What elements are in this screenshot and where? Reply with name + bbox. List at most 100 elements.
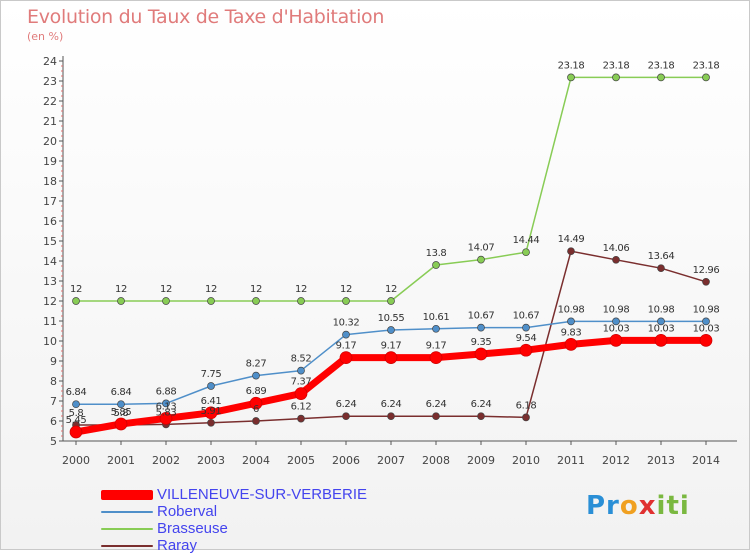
data-point — [519, 343, 533, 357]
data-point — [162, 399, 170, 408]
data-label: 9.54 — [516, 333, 537, 344]
chart-title: Evolution du Taux de Taxe d'Habitation — [27, 6, 385, 28]
data-point — [249, 396, 263, 410]
data-label: 12 — [295, 284, 307, 295]
data-label: 12 — [250, 284, 262, 295]
data-point — [477, 323, 485, 332]
data-label: 12.96 — [693, 265, 720, 276]
data-label: 6.88 — [156, 386, 177, 397]
data-point — [342, 297, 350, 305]
data-point — [207, 297, 215, 305]
y-tick-label: 18 — [43, 175, 57, 188]
y-tick-label: 12 — [43, 295, 57, 308]
data-point — [477, 255, 485, 264]
data-label: 14.44 — [513, 235, 540, 246]
y-tick-label: 16 — [43, 215, 57, 228]
data-point — [252, 371, 260, 380]
logo-part: Pr — [586, 491, 620, 521]
data-label: 10.03 — [693, 323, 720, 334]
data-label: 13.8 — [426, 248, 447, 259]
data-label: 10.03 — [603, 323, 630, 334]
data-label: 10.03 — [648, 323, 675, 334]
logo-part: iti — [656, 491, 690, 521]
data-label: 10.55 — [378, 313, 405, 324]
data-label: 9.17 — [426, 341, 447, 352]
proxiti-logo: Proxiti — [586, 491, 690, 521]
data-point — [432, 261, 440, 269]
data-point — [702, 317, 710, 326]
data-label: 6.13 — [156, 401, 177, 412]
data-point — [702, 73, 710, 82]
data-label: 10.61 — [423, 312, 450, 323]
data-label: 14.06 — [603, 243, 630, 254]
x-tick-label: 2010 — [512, 454, 540, 467]
y-tick-label: 20 — [43, 135, 57, 148]
data-point — [159, 412, 173, 425]
data-label: 12 — [340, 284, 352, 295]
legend-swatch — [101, 489, 153, 500]
data-point — [294, 387, 308, 400]
data-point — [432, 412, 440, 421]
data-point — [387, 326, 395, 334]
data-point — [297, 366, 305, 375]
y-tick-label: 7 — [50, 395, 57, 408]
chart-axes: 5 6 7 8 9 10 11 12 13 14 15 16 17 18 19 20 21 22 23 24 2000 2… — [43, 55, 737, 467]
data-label: 9.35 — [471, 337, 492, 348]
legend-label: Raray — [157, 537, 198, 554]
legend-swatch — [101, 510, 153, 513]
data-label: 12 — [160, 284, 172, 295]
data-label: 6.24 — [336, 399, 357, 410]
data-point — [207, 382, 215, 390]
y-tick-label: 17 — [43, 195, 57, 208]
y-tick-label: 5 — [50, 435, 57, 448]
data-point — [612, 255, 620, 264]
data-label: 6.24 — [471, 399, 492, 410]
x-tick-label: 2007 — [377, 454, 405, 467]
logo-part: x — [638, 491, 657, 521]
data-label: 10.98 — [603, 304, 630, 315]
data-point — [387, 297, 395, 305]
data-label: 10.98 — [693, 304, 720, 315]
legend-swatch — [101, 544, 153, 547]
x-tick-label: 2000 — [62, 454, 90, 467]
data-label: 10.98 — [648, 304, 675, 315]
legend-label: Brasseuse — [157, 520, 228, 537]
x-tick-label: 2012 — [602, 454, 630, 467]
data-label: 10.32 — [333, 318, 360, 329]
data-label: 13.64 — [648, 251, 675, 262]
data-point — [522, 413, 530, 422]
data-label: 5.83 — [156, 407, 177, 418]
data-label: 23.18 — [558, 60, 585, 71]
data-label: 5.85 — [111, 407, 132, 418]
data-point — [564, 338, 578, 351]
data-point — [69, 425, 83, 439]
data-point — [474, 347, 488, 361]
y-tick-label: 10 — [43, 335, 57, 348]
series-layer — [69, 73, 713, 439]
data-label: 5.8 — [114, 408, 129, 419]
data-label: 8.27 — [246, 359, 267, 370]
y-tick-label: 23 — [43, 75, 57, 88]
data-label: 5.8 — [69, 408, 84, 419]
legend-item: Raray — [101, 537, 367, 554]
data-point — [699, 334, 713, 347]
x-tick-label: 2014 — [692, 454, 720, 467]
data-label: 8.52 — [291, 354, 312, 365]
data-label: 23.18 — [693, 60, 720, 71]
data-label: 9.17 — [381, 341, 402, 352]
data-label: 6.89 — [246, 386, 267, 397]
y-tick-label: 15 — [43, 235, 57, 248]
data-point — [477, 412, 485, 421]
series-line — [75, 76, 707, 302]
data-point — [657, 73, 665, 82]
y-tick-label: 21 — [43, 115, 57, 128]
legend-item: Brasseuse — [101, 520, 367, 537]
y-tick-label: 11 — [43, 315, 57, 328]
x-tick-label: 2009 — [467, 454, 495, 467]
data-point — [342, 330, 350, 339]
legend-swatch — [101, 527, 153, 530]
data-point — [657, 264, 665, 273]
x-tick-label: 2001 — [107, 454, 135, 467]
